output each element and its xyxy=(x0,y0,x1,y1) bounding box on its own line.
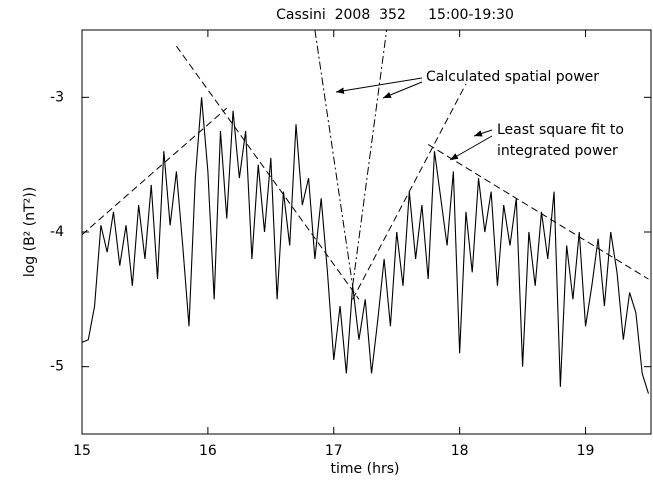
x-tick-label: 18 xyxy=(451,443,469,459)
arrow xyxy=(449,135,493,161)
arrow xyxy=(473,129,493,137)
annotation: Least square fit to xyxy=(497,122,624,138)
chart-title: Cassini 2008 352 15:00-19:30 xyxy=(276,7,514,23)
arrow xyxy=(382,81,423,99)
x-tick-label: 19 xyxy=(577,443,595,459)
y-tick-label: -5 xyxy=(50,359,64,375)
y-axis-label: log (B² (nT²)) xyxy=(22,187,38,277)
data-line xyxy=(81,97,650,394)
fit-line xyxy=(427,144,649,280)
plot-frame xyxy=(81,29,652,435)
fit-line xyxy=(352,83,467,300)
x-tick-label: 16 xyxy=(199,443,217,459)
fit-line xyxy=(176,45,360,300)
x-tick-label: 17 xyxy=(325,443,343,459)
annotation: integrated power xyxy=(497,143,618,159)
fit-line xyxy=(81,107,228,236)
fit-line xyxy=(352,29,388,286)
arrow xyxy=(335,77,423,94)
x-axis-label: time (hrs) xyxy=(331,461,400,477)
fit-line xyxy=(314,29,354,286)
annotation: Calculated spatial power xyxy=(426,69,599,85)
y-tick-label: -3 xyxy=(50,89,64,105)
y-tick-label: -4 xyxy=(50,224,64,240)
x-tick-label: 15 xyxy=(73,443,91,459)
